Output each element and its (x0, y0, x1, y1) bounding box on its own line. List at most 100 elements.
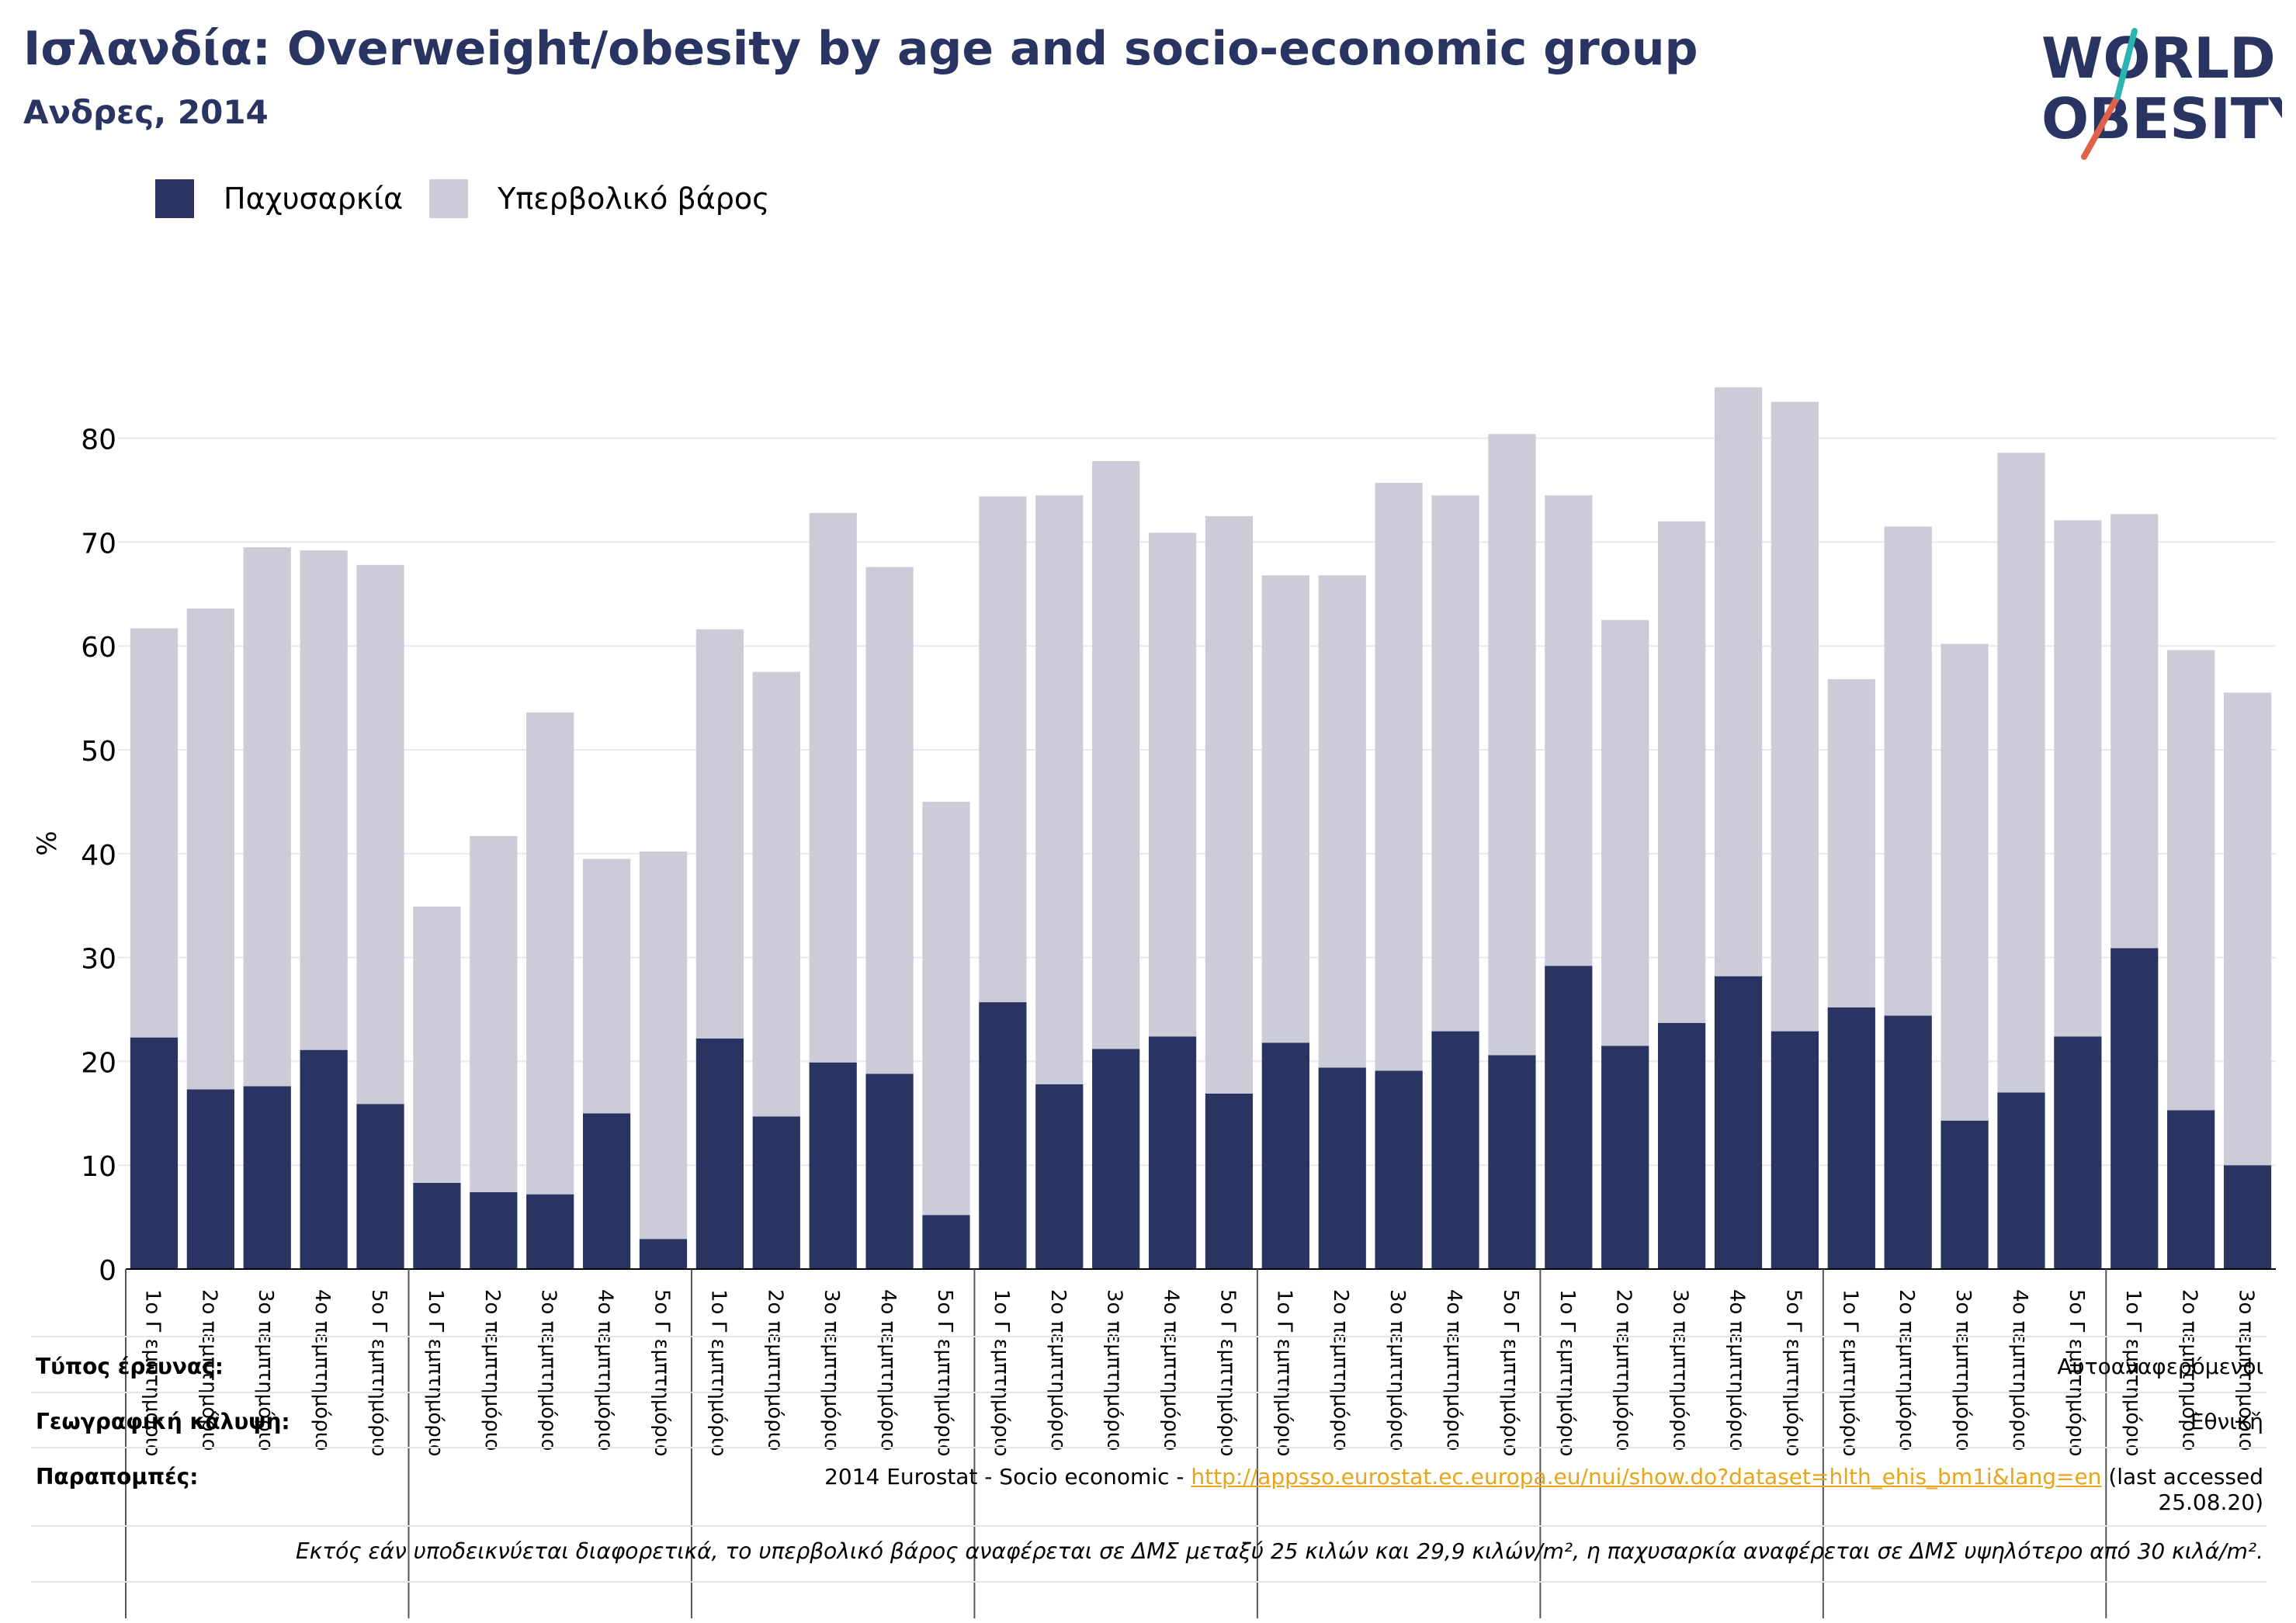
x-tick-label: 1ο Γ εμπτημόριο (2121, 1289, 2145, 1457)
bar-obesity (695, 1038, 744, 1269)
x-tick-label: 5ο Γ εμπτημόριο (1781, 1289, 1805, 1457)
bar-obesity (1997, 1092, 2045, 1269)
bar-obesity (1092, 1049, 1140, 1269)
bar-overweight (1205, 515, 1254, 1094)
x-tick-label: 1ο Γ εμπτημόριο (1272, 1289, 1295, 1457)
bar-obesity (979, 1002, 1027, 1269)
bar-obesity (1488, 1055, 1536, 1269)
bar-obesity (1431, 1031, 1479, 1269)
bar-obesity (1035, 1084, 1084, 1269)
bar-overweight (639, 851, 688, 1240)
y-tick-label: 70 (81, 528, 116, 560)
y-tick-label: 0 (99, 1255, 116, 1287)
x-tick-label: 3ο πεμπτημόριο (820, 1289, 843, 1451)
bar-obesity (1375, 1070, 1423, 1269)
definition-note: Εκτός εάν υποδεικνύεται διαφορετικά, το … (296, 1538, 2263, 1564)
bar-obesity (413, 1182, 461, 1269)
bar-obesity (470, 1191, 518, 1269)
legend-item-obesity: Παχυσαρκία (155, 179, 403, 218)
bar-obesity (1261, 1042, 1309, 1269)
x-tick-label: 4ο πεμπτημόριο (1725, 1289, 1749, 1451)
bar-obesity (1318, 1067, 1366, 1269)
bar-overweight (2054, 520, 2102, 1037)
bar-overweight (1545, 495, 1593, 966)
bar-overweight (1148, 532, 1197, 1037)
x-tick-label: 1ο Γ εμπτημόριο (706, 1289, 730, 1457)
bar-overweight (1997, 453, 2045, 1093)
bar-overweight (243, 547, 291, 1087)
bar-overweight (1884, 526, 1932, 1016)
coverage-label: Γεωγραφική κάλυψη: (36, 1409, 290, 1434)
references-label: Παραπομπές: (36, 1464, 199, 1489)
bar-overweight (130, 628, 179, 1038)
references-value: 2014 Eurostat - Socio economic - http://… (824, 1464, 2263, 1515)
legend-label-obesity: Παχυσαρκία (224, 182, 404, 216)
bar-obesity (526, 1194, 574, 1269)
bar-obesity (356, 1104, 404, 1269)
x-tick-label: 3ο πεμπτημόριο (1103, 1289, 1126, 1451)
bar-overweight (2223, 692, 2272, 1166)
bar-overweight (470, 836, 518, 1192)
x-tick-label: 2ο πεμπτημόριο (1329, 1289, 1352, 1451)
y-tick-label: 50 (81, 736, 116, 768)
survey-type-label: Τύπος έρευνας: (36, 1354, 224, 1379)
y-tick-label: 80 (81, 425, 116, 456)
bar-overweight (922, 801, 970, 1216)
bar-obesity (1148, 1036, 1197, 1269)
legend-item-overweight: Υπερβολικό βάρος (429, 179, 769, 218)
coverage-value: Εθνική (2190, 1409, 2263, 1434)
bar-obesity (2167, 1110, 2215, 1269)
bar-overweight (979, 496, 1027, 1003)
x-tick-label: 4ο πεμπτημόριο (594, 1289, 617, 1451)
bar-overweight (1318, 575, 1366, 1068)
bar-overweight (1431, 495, 1479, 1032)
survey-type-value: Αυτοαναφερόμενοι (2057, 1354, 2263, 1379)
x-tick-label: 3ο πεμπτημόριο (2235, 1289, 2258, 1451)
x-tick-label: 2ο πεμπτημόριο (763, 1289, 786, 1451)
bar-overweight (752, 671, 800, 1117)
bar-obesity (2223, 1165, 2272, 1269)
bar-obesity (865, 1073, 914, 1269)
x-tick-label: 4ο πεμπτημόριο (310, 1289, 334, 1451)
references-link[interactable]: http://appsso.eurostat.ec.europa.eu/nui/… (1191, 1464, 2102, 1489)
page-title: Ισλανδία: Overweight/obesity by age and … (23, 22, 1698, 76)
page-subtitle: Ανδρες, 2014 (23, 93, 269, 131)
references-row: Παραπομπές: 2014 Eurostat - Socio econom… (36, 1464, 2263, 1526)
bar-obesity (300, 1049, 348, 1269)
bar-obesity (1601, 1046, 1649, 1269)
x-tick-label: 5ο Γ εμπτημόριο (1499, 1289, 1522, 1457)
bar-obesity (186, 1089, 234, 1269)
y-tick-label: 20 (81, 1047, 116, 1079)
bar-overweight (1261, 575, 1309, 1043)
bar-overweight (526, 712, 574, 1195)
bar-overweight (1092, 461, 1140, 1049)
legend-swatch-overweight (429, 179, 469, 218)
bar-obesity (1657, 1022, 1706, 1269)
x-tick-label: 5ο Γ εμπτημόριο (1216, 1289, 1239, 1457)
bar-overweight (1601, 619, 1649, 1046)
bar-overweight (1035, 495, 1084, 1084)
x-tick-label: 5ο Γ εμπτημόριο (367, 1289, 390, 1457)
bar-overweight (582, 858, 631, 1114)
bar-obesity (1941, 1120, 1989, 1269)
bar-obesity (130, 1037, 179, 1269)
references-prefix: 2014 Eurostat - Socio economic - (824, 1464, 1191, 1489)
y-tick-label: 40 (81, 840, 116, 872)
x-tick-label: 1ο Γ εμπτημόριο (140, 1289, 164, 1457)
bar-obesity (639, 1239, 688, 1269)
x-tick-label: 3ο πεμπτημόριο (1669, 1289, 1692, 1451)
x-tick-label: 2ο πεμπτημόριο (480, 1289, 504, 1451)
logo-line-2: OBESITY (2041, 86, 2282, 151)
bar-overweight (413, 907, 461, 1183)
bar-overweight (695, 629, 744, 1039)
x-tick-label: 4ο πεμπτημόριο (2008, 1289, 2031, 1451)
bar-overweight (1714, 387, 1763, 976)
chart-legend: Παχυσαρκία Υπερβολικό βάρος (155, 179, 796, 219)
bar-overweight (865, 567, 914, 1074)
bar-overweight (2167, 650, 2215, 1111)
x-tick-label: 1ο Γ εμπτημόριο (1838, 1289, 1861, 1457)
x-tick-label: 2ο πεμπτημόριο (2178, 1289, 2201, 1451)
bar-overweight (809, 512, 857, 1063)
bar-obesity (752, 1116, 800, 1269)
